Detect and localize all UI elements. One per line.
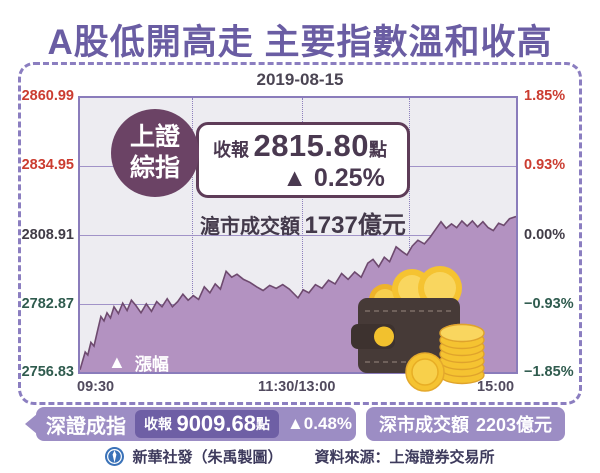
index-badge-line2: 綜指 <box>129 154 180 182</box>
footer-source: 資料來源：上海證券交易所 <box>314 449 495 466</box>
legend-label: 漲幅 <box>134 355 169 374</box>
yaxis-left-2: 2834.95 <box>21 157 74 173</box>
yaxis-left-3: 2808.91 <box>21 227 74 243</box>
yaxis-right-1: 1.85% <box>524 88 566 104</box>
xaxis-close: 15:00 <box>477 379 515 395</box>
szse-close-label: 收報 <box>144 416 172 432</box>
szse-change: ▲0.48% <box>286 414 353 433</box>
change-value: 0.25% <box>313 163 385 192</box>
yaxis-right-5: −1.85% <box>524 364 574 380</box>
yaxis-right-3: 0.00% <box>524 227 566 243</box>
yaxis-left-1: 2860.99 <box>21 88 74 104</box>
szse-close-box: 收報 9009.68 點 <box>135 410 279 438</box>
legend-up-arrow-icon: ▲ <box>108 352 126 372</box>
sh-turnover-value: 1737億元 <box>304 212 406 239</box>
close-label: 收報 <box>213 139 249 160</box>
close-value: 2815.80 <box>253 127 370 163</box>
szse-close-unit: 點 <box>255 416 270 432</box>
szse-box: 深證成指 收報 9009.68 點 ▲0.48% <box>25 407 356 441</box>
sz-turnover-value: 2203億元 <box>475 415 553 435</box>
sz-turnover-label: 深市成交額 <box>378 415 469 435</box>
close-line: 收報 2815.80點 <box>213 128 399 164</box>
bottom-bar: 深證成指 收報 9009.68 點 ▲0.48% 深市成交額 2203億元 <box>0 407 600 441</box>
footer-credit: 新華社發（朱禹製圖） <box>132 449 283 466</box>
index-badge-line1: 上證 <box>129 122 180 151</box>
yaxis-right-4: −0.93% <box>524 296 574 312</box>
sh-turnover-label: 滬市成交額 <box>200 216 300 238</box>
legend-gain: ▲ 漲幅 <box>108 350 169 375</box>
left-arrow-icon <box>25 414 37 434</box>
page-title: A股低開高走 主要指數溫和收高 <box>47 23 553 62</box>
close-info-box: 收報 2815.80點 ▲ 0.25% <box>196 122 410 198</box>
sh-turnover: 滬市成交額 1737億元 <box>200 205 406 240</box>
yaxis-left-4: 2782.87 <box>21 296 74 312</box>
xaxis-noon: 11:30/13:00 <box>258 379 336 395</box>
szse-close-value: 9009.68 <box>176 411 256 436</box>
xinhua-logo-icon <box>105 447 125 466</box>
up-arrow-icon: ▲ <box>282 163 307 192</box>
sz-turnover-box: 深市成交額 2203億元 <box>366 407 565 441</box>
footer: 新華社發（朱禹製圖） 資料來源：上海證券交易所 <box>0 446 600 467</box>
xaxis-open: 09:30 <box>77 379 115 395</box>
szse-name: 深證成指 <box>46 415 126 438</box>
change-line: ▲ 0.25% <box>213 164 399 193</box>
yaxis-left-5: 2756.83 <box>21 364 74 380</box>
yaxis-right-2: 0.93% <box>524 157 566 173</box>
chart-date: 2019-08-15 <box>256 70 344 89</box>
wallet-coins-icon <box>351 266 485 392</box>
close-unit: 點 <box>369 139 388 160</box>
index-badge: 上證 綜指 <box>111 109 199 197</box>
